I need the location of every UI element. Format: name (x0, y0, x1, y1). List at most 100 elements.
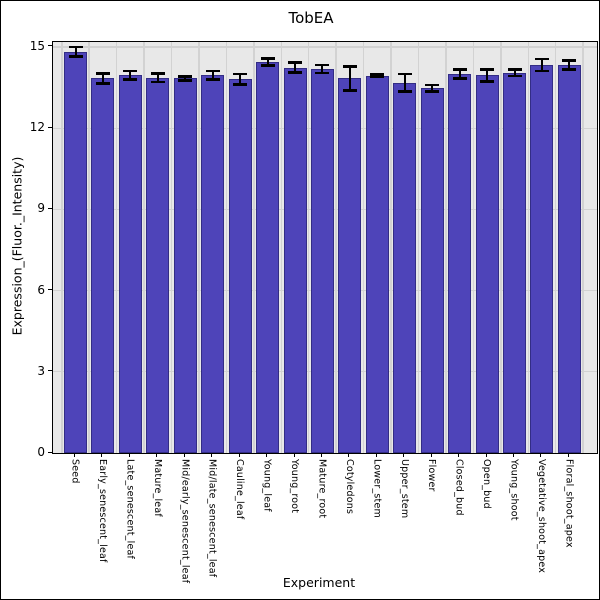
y-tick-label: 12 (29, 120, 45, 135)
error-bar-line (266, 58, 269, 66)
x-tick-label: Flower (426, 459, 438, 492)
x-tick-mark (430, 453, 432, 457)
error-bar-line (431, 85, 434, 92)
x-tick-label: Seed (69, 459, 81, 484)
y-tick-label: 9 (37, 201, 45, 216)
error-bar-cap (68, 55, 83, 59)
gridline-vertical (61, 42, 63, 453)
y-tick-label: 3 (37, 363, 45, 378)
gridline-vertical (280, 42, 283, 453)
error-bar-cap (233, 83, 248, 86)
bar-Young_shoot (503, 72, 527, 453)
error-bar-line (540, 59, 543, 72)
bar-Lower_stem (365, 75, 389, 453)
error-bar-cap (370, 75, 385, 79)
error-bar-cap (562, 68, 577, 72)
gridline-vertical (472, 42, 475, 453)
error-bar-line (129, 70, 132, 80)
error-bar-cap (315, 71, 330, 75)
error-bar-cap (342, 89, 357, 92)
error-bar-cap (562, 59, 577, 62)
bar-Early_senescent_leaf (91, 78, 115, 453)
x-tick-label: Mid/early_senescent_leaf (179, 459, 191, 584)
x-tick-mark (238, 453, 240, 457)
error-bar-line (294, 62, 297, 73)
error-bar-cap (315, 63, 330, 67)
error-bar-cap (397, 72, 412, 76)
x-tick-mark (403, 453, 405, 457)
x-tick-label: Mature_root (316, 459, 328, 519)
gridline-vertical (143, 42, 145, 453)
error-bar-cap (178, 74, 193, 78)
x-tick-mark (266, 453, 268, 457)
error-bar-cap (288, 61, 303, 64)
error-bar-line (458, 69, 461, 79)
bar-Cauline_leaf (228, 79, 252, 453)
y-axis-label: Expression_(Fluor._Intensity) (9, 156, 25, 336)
bar-Flower (420, 88, 444, 453)
error-bar-cap (507, 74, 522, 78)
error-bar-cap (288, 71, 303, 74)
x-tick-label: Young_root (289, 459, 301, 514)
bar-Upper_stem (393, 82, 417, 453)
gridline-vertical (253, 42, 255, 453)
x-tick-mark (540, 453, 542, 457)
x-tick-mark (375, 453, 377, 457)
bar-Seed (64, 51, 87, 453)
error-bar-cap (233, 72, 248, 76)
chart-title: TobEA (288, 9, 334, 27)
error-bar-line (101, 73, 104, 84)
x-tick-mark (74, 453, 75, 457)
bar-Closed_bud (448, 74, 472, 453)
x-tick-mark (211, 453, 213, 457)
x-tick-label: Lower_stem (371, 459, 383, 518)
error-bar-cap (480, 80, 495, 83)
x-tick-label: Mature_leaf (151, 459, 163, 517)
y-tick-mark (48, 126, 52, 128)
x-tick-label: Early_senescent_leaf (96, 459, 108, 563)
error-bar-cap (534, 69, 549, 73)
x-tick-label: Late_senescent_leaf (124, 459, 136, 560)
gridline-vertical (307, 42, 310, 453)
x-tick-mark (513, 453, 515, 457)
bar-Mid/late_senescent_leaf (201, 75, 225, 453)
error-bar-line (568, 60, 571, 70)
x-tick-label: Mid/late_senescent_leaf (206, 459, 218, 578)
bar-Young_root (283, 67, 307, 453)
x-tick-mark (485, 453, 487, 457)
error-bar-cap (507, 68, 522, 71)
gridline-horizontal (53, 46, 597, 48)
x-tick-mark (348, 453, 350, 457)
error-bar-cap (425, 90, 440, 93)
error-bar-cap (480, 67, 495, 71)
error-bar-cap (123, 78, 138, 81)
error-bar-line (513, 69, 516, 76)
x-tick-mark (320, 453, 322, 457)
x-tick-mark (567, 453, 569, 457)
error-bar-line (156, 73, 159, 82)
y-tick-label: 15 (29, 38, 45, 53)
gridline-vertical (500, 42, 502, 453)
x-tick-label: Closed_bud (453, 459, 465, 516)
error-bar-cap (150, 71, 165, 75)
y-tick-label: 0 (37, 445, 45, 459)
error-bar-cap (397, 90, 412, 93)
error-bar-line (74, 47, 77, 57)
error-bar-line (376, 74, 379, 78)
x-tick-mark (101, 453, 103, 457)
x-tick-label: Upper_stem (398, 459, 410, 519)
x-tick-mark (156, 453, 158, 457)
gridline-vertical (170, 42, 173, 453)
plot-panel (52, 41, 598, 454)
bar-Young_leaf (256, 62, 280, 453)
x-tick-label: Cotyledons (343, 459, 355, 515)
error-bar-line (239, 74, 242, 85)
bar-Mid/early_senescent_leaf (173, 78, 197, 453)
x-tick-label: Cauline_leaf (234, 459, 246, 520)
error-bar-line (184, 76, 187, 81)
error-bar-cap (452, 77, 467, 80)
x-tick-label: Floral_shoot_apex (563, 459, 575, 548)
bar-Vegetative_shoot_apex (530, 65, 554, 453)
gridline-vertical (417, 42, 420, 453)
bar-Cotyledons (338, 78, 362, 453)
